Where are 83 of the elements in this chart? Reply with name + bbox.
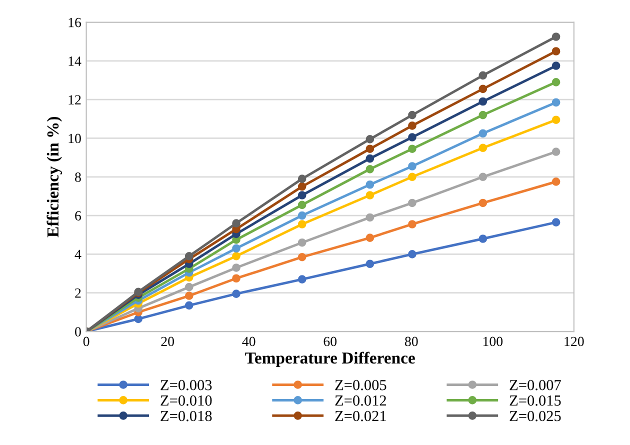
point (478, 129, 488, 138)
point (552, 98, 560, 107)
point (552, 218, 560, 226)
point (232, 290, 240, 298)
point (366, 154, 374, 163)
point (298, 200, 306, 210)
point (366, 234, 374, 242)
point (298, 220, 306, 228)
legend-label: Z=0.021 (335, 410, 386, 422)
point (366, 164, 374, 174)
point (552, 178, 560, 186)
point (408, 250, 416, 258)
y-tick-label: 12 (68, 95, 81, 104)
point (478, 172, 488, 182)
y-tick-label: 0 (75, 327, 81, 336)
legend-label: Z=0.010 (160, 395, 212, 406)
point (366, 213, 374, 222)
point (184, 292, 194, 300)
point (298, 211, 306, 220)
y-tick-label: 16 (68, 18, 82, 28)
point (408, 220, 416, 228)
y-tick-label: 14 (68, 56, 82, 66)
x-tick-label: 20 (161, 336, 174, 346)
point (552, 47, 560, 56)
point (478, 198, 488, 208)
point (184, 301, 194, 310)
point (478, 234, 488, 243)
legend-label: Z=0.018 (160, 410, 212, 422)
x-tick-label: 80 (404, 336, 418, 346)
y-tick-label: 8 (75, 172, 81, 182)
point (408, 172, 416, 182)
point (184, 252, 194, 260)
point (478, 71, 488, 80)
x-tick-label: 120 (564, 336, 584, 346)
point (298, 182, 306, 191)
legend-label: Z=0.015 (510, 395, 561, 406)
point (408, 121, 416, 130)
point (408, 162, 416, 170)
point (408, 198, 416, 208)
point (298, 191, 306, 200)
point (478, 110, 488, 120)
y-tick-label: 10 (68, 134, 81, 144)
point (552, 116, 560, 124)
point (232, 274, 240, 283)
point (552, 148, 560, 156)
y-tick-label: 4 (74, 250, 82, 260)
point (134, 314, 142, 324)
x-tick-label: 100 (483, 336, 503, 346)
point (552, 62, 560, 70)
point (298, 174, 306, 183)
point (552, 32, 560, 41)
point (366, 260, 374, 268)
point (232, 244, 240, 253)
point (366, 191, 374, 200)
point (298, 238, 306, 247)
point (184, 282, 194, 292)
x-tick-label: 40 (242, 336, 256, 346)
point (232, 264, 240, 272)
legend-label: Z=0.007 (510, 380, 561, 390)
point (408, 110, 416, 120)
x-axis-title: Temperature Difference (245, 352, 415, 368)
point (478, 144, 488, 152)
point (232, 252, 240, 260)
point (232, 219, 240, 228)
legend-label: Z=0.003 (160, 380, 212, 390)
point (408, 133, 416, 142)
x-tick-label: 60 (324, 336, 337, 346)
y-tick-label: 6 (75, 211, 82, 220)
x-tick-label: 0 (83, 336, 90, 346)
point (408, 144, 416, 154)
legend-label: Z=0.012 (335, 395, 386, 406)
y-tick-label: 2 (75, 288, 81, 298)
y-axis-title: Efficiency (in %) (46, 116, 62, 238)
point (298, 252, 306, 262)
legend-label: Z=0.025 (510, 410, 561, 422)
point (478, 97, 488, 106)
point (298, 275, 306, 284)
point (366, 180, 374, 189)
point (366, 135, 374, 144)
point (366, 144, 374, 154)
point (478, 84, 488, 94)
legend-label: Z=0.005 (335, 380, 386, 390)
point (552, 78, 560, 86)
